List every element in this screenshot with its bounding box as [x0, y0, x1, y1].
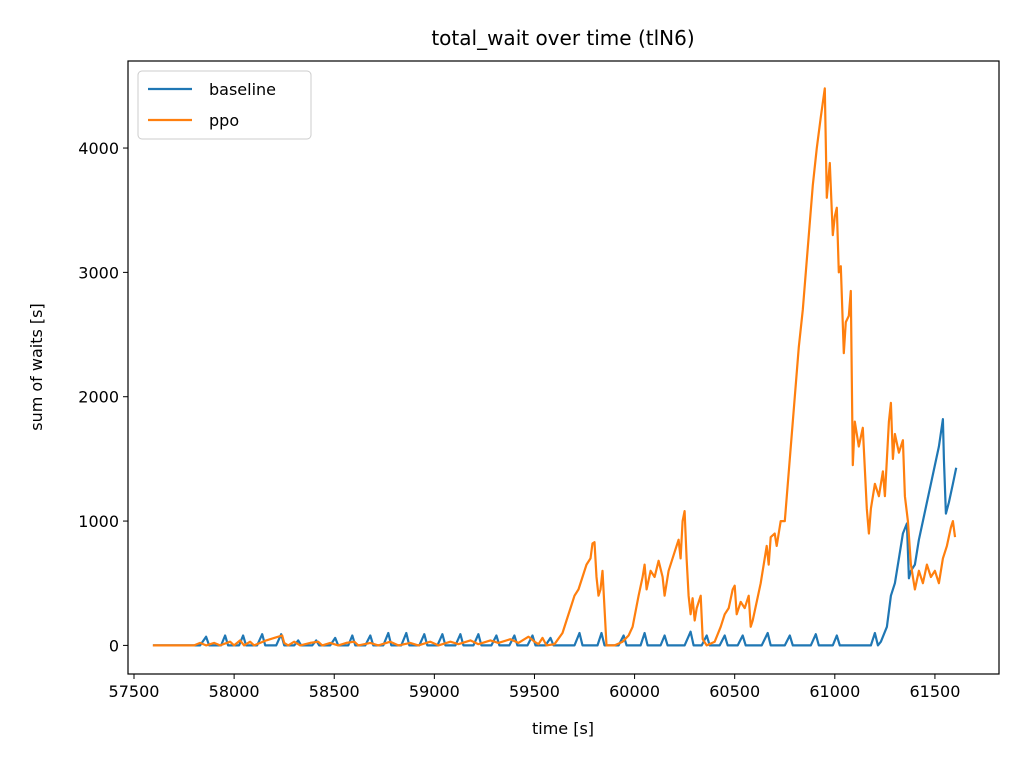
series-line-ppo [152, 87, 957, 647]
x-tick-label: 60000 [609, 682, 660, 701]
x-axis-label: time [s] [532, 719, 594, 738]
x-tick-label: 61500 [909, 682, 960, 701]
plot-frame [127, 60, 1000, 675]
x-tick-label: 57500 [109, 682, 160, 701]
x-tick-label: 58500 [309, 682, 360, 701]
y-tick-label: 4000 [78, 139, 119, 158]
y-tick-label: 1000 [78, 512, 119, 531]
x-tick-label: 60500 [709, 682, 760, 701]
y-tick-label: 3000 [78, 263, 119, 282]
legend: baseline ppo [137, 70, 312, 140]
x-tick-label: 61000 [809, 682, 860, 701]
x-tick-label: 59500 [509, 682, 560, 701]
y-tick-label: 2000 [78, 388, 119, 407]
y-axis-label: sum of waits [s] [27, 303, 46, 431]
series-line-baseline [152, 418, 958, 647]
y-tick-label: 0 [109, 636, 119, 655]
legend-label-ppo: ppo [209, 111, 239, 130]
x-tick-label: 59000 [409, 682, 460, 701]
chart-title: total_wait over time (tlN6) [431, 26, 694, 50]
x-tick-label: 58000 [209, 682, 260, 701]
legend-label-baseline: baseline [209, 80, 276, 99]
